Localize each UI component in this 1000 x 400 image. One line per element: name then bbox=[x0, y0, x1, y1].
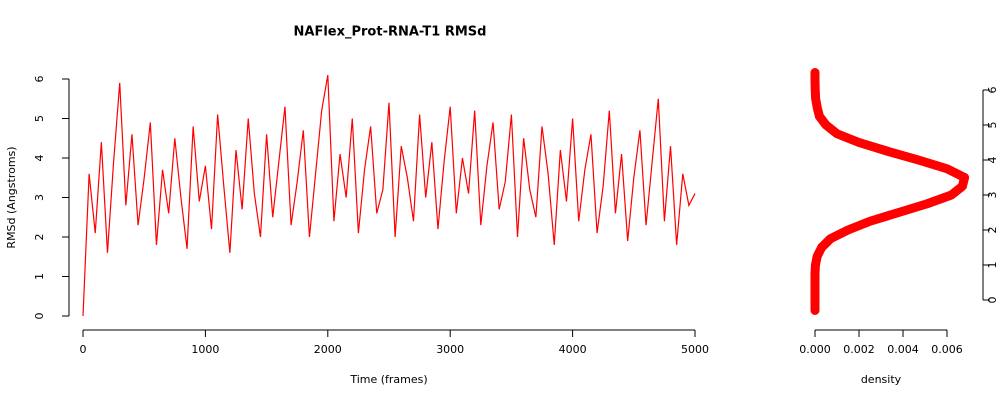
x-tick-label: 2000 bbox=[314, 343, 342, 356]
x-tick-label: 5000 bbox=[681, 343, 709, 356]
y-tick-label: 3 bbox=[986, 192, 999, 199]
y-tick-label: 2 bbox=[33, 234, 46, 241]
y-tick-label: 1 bbox=[33, 273, 46, 280]
y-tick-label: 1 bbox=[986, 262, 999, 269]
density-curve bbox=[810, 68, 970, 315]
y-tick-label: 4 bbox=[986, 157, 999, 164]
y-tick-label: 0 bbox=[986, 297, 999, 304]
x-tick-label: 4000 bbox=[559, 343, 587, 356]
rmsd-line bbox=[82, 74, 696, 317]
x-tick-label: 0.006 bbox=[931, 343, 963, 356]
x-tick-label: 0 bbox=[80, 343, 87, 356]
y-tick-label: 6 bbox=[986, 87, 999, 94]
x-tick-label: 0.000 bbox=[799, 343, 831, 356]
y-tick-label: 3 bbox=[33, 194, 46, 201]
y-tick-label: 6 bbox=[33, 76, 46, 83]
x-tick-label: 0.002 bbox=[843, 343, 875, 356]
y-axis-label: RMSd (Angstroms) bbox=[5, 146, 18, 248]
y-tick-label: 4 bbox=[33, 155, 46, 162]
y-tick-label: 5 bbox=[986, 122, 999, 129]
x-axis-label: Time (frames) bbox=[349, 373, 427, 386]
x-tick-label: 0.004 bbox=[887, 343, 919, 356]
y-tick-label: 0 bbox=[33, 313, 46, 320]
y-tick-label: 2 bbox=[986, 227, 999, 234]
chart-title: NAFlex_Prot-RNA-T1 RMSd bbox=[294, 25, 487, 40]
x-tick-label: 3000 bbox=[436, 343, 464, 356]
x-tick-label: 1000 bbox=[191, 343, 219, 356]
x-axis-label: density bbox=[861, 373, 902, 386]
y-tick-label: 5 bbox=[33, 115, 46, 122]
